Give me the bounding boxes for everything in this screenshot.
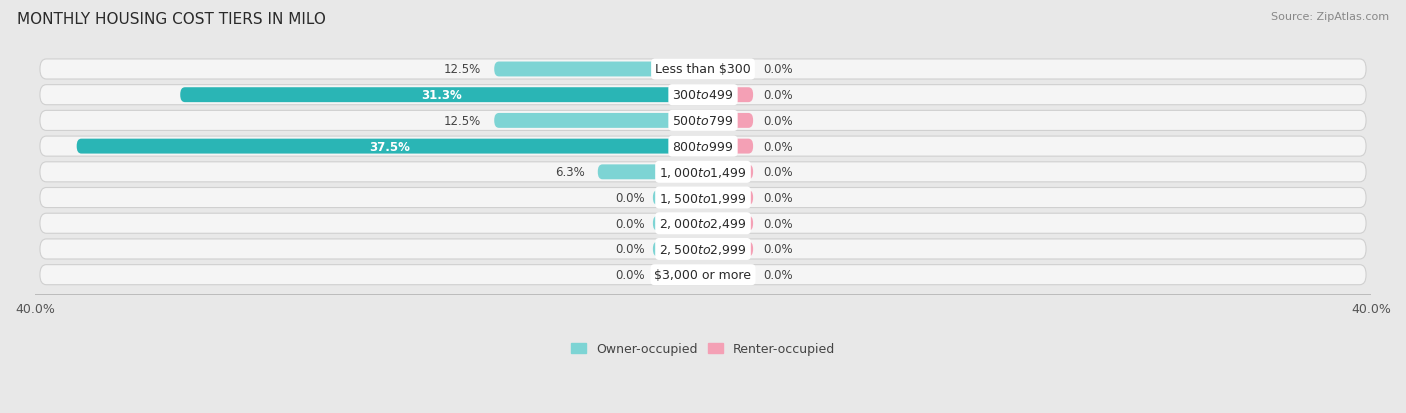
Text: $1,500 to $1,999: $1,500 to $1,999 (659, 191, 747, 205)
FancyBboxPatch shape (39, 137, 1367, 157)
FancyBboxPatch shape (598, 165, 703, 180)
Text: 0.0%: 0.0% (614, 192, 644, 204)
Text: 0.0%: 0.0% (763, 63, 793, 76)
Text: Less than $300: Less than $300 (655, 63, 751, 76)
FancyBboxPatch shape (39, 162, 1367, 183)
FancyBboxPatch shape (703, 62, 754, 77)
Text: 37.5%: 37.5% (370, 140, 411, 153)
FancyBboxPatch shape (703, 191, 754, 206)
Text: 31.3%: 31.3% (422, 89, 463, 102)
Text: $800 to $999: $800 to $999 (672, 140, 734, 153)
Text: $1,000 to $1,499: $1,000 to $1,499 (659, 166, 747, 179)
Text: $2,000 to $2,499: $2,000 to $2,499 (659, 217, 747, 231)
Text: 0.0%: 0.0% (763, 140, 793, 153)
Text: 0.0%: 0.0% (763, 217, 793, 230)
FancyBboxPatch shape (39, 111, 1367, 131)
FancyBboxPatch shape (39, 214, 1367, 234)
FancyBboxPatch shape (703, 216, 754, 231)
FancyBboxPatch shape (39, 188, 1367, 208)
Text: $2,500 to $2,999: $2,500 to $2,999 (659, 242, 747, 256)
Text: Source: ZipAtlas.com: Source: ZipAtlas.com (1271, 12, 1389, 22)
FancyBboxPatch shape (652, 268, 703, 282)
FancyBboxPatch shape (77, 139, 703, 154)
FancyBboxPatch shape (495, 114, 703, 128)
FancyBboxPatch shape (703, 139, 754, 154)
FancyBboxPatch shape (180, 88, 703, 103)
FancyBboxPatch shape (703, 88, 754, 103)
FancyBboxPatch shape (703, 165, 754, 180)
FancyBboxPatch shape (703, 242, 754, 257)
Text: 0.0%: 0.0% (763, 115, 793, 128)
FancyBboxPatch shape (652, 191, 703, 206)
FancyBboxPatch shape (39, 60, 1367, 80)
FancyBboxPatch shape (39, 265, 1367, 285)
Text: 6.3%: 6.3% (555, 166, 585, 179)
Text: 0.0%: 0.0% (763, 89, 793, 102)
FancyBboxPatch shape (703, 268, 754, 282)
Text: MONTHLY HOUSING COST TIERS IN MILO: MONTHLY HOUSING COST TIERS IN MILO (17, 12, 326, 27)
Text: 0.0%: 0.0% (614, 243, 644, 256)
FancyBboxPatch shape (703, 114, 754, 128)
FancyBboxPatch shape (39, 85, 1367, 105)
Text: 0.0%: 0.0% (763, 268, 793, 282)
Text: 12.5%: 12.5% (444, 63, 481, 76)
Text: $500 to $799: $500 to $799 (672, 115, 734, 128)
FancyBboxPatch shape (495, 62, 703, 77)
Text: 0.0%: 0.0% (763, 192, 793, 204)
FancyBboxPatch shape (652, 216, 703, 231)
Text: 12.5%: 12.5% (444, 115, 481, 128)
FancyBboxPatch shape (652, 242, 703, 257)
FancyBboxPatch shape (39, 240, 1367, 259)
Text: $3,000 or more: $3,000 or more (655, 268, 751, 282)
Text: 0.0%: 0.0% (614, 268, 644, 282)
Text: 0.0%: 0.0% (763, 166, 793, 179)
Text: $300 to $499: $300 to $499 (672, 89, 734, 102)
Text: 0.0%: 0.0% (763, 243, 793, 256)
Text: 0.0%: 0.0% (614, 217, 644, 230)
Legend: Owner-occupied, Renter-occupied: Owner-occupied, Renter-occupied (571, 342, 835, 355)
